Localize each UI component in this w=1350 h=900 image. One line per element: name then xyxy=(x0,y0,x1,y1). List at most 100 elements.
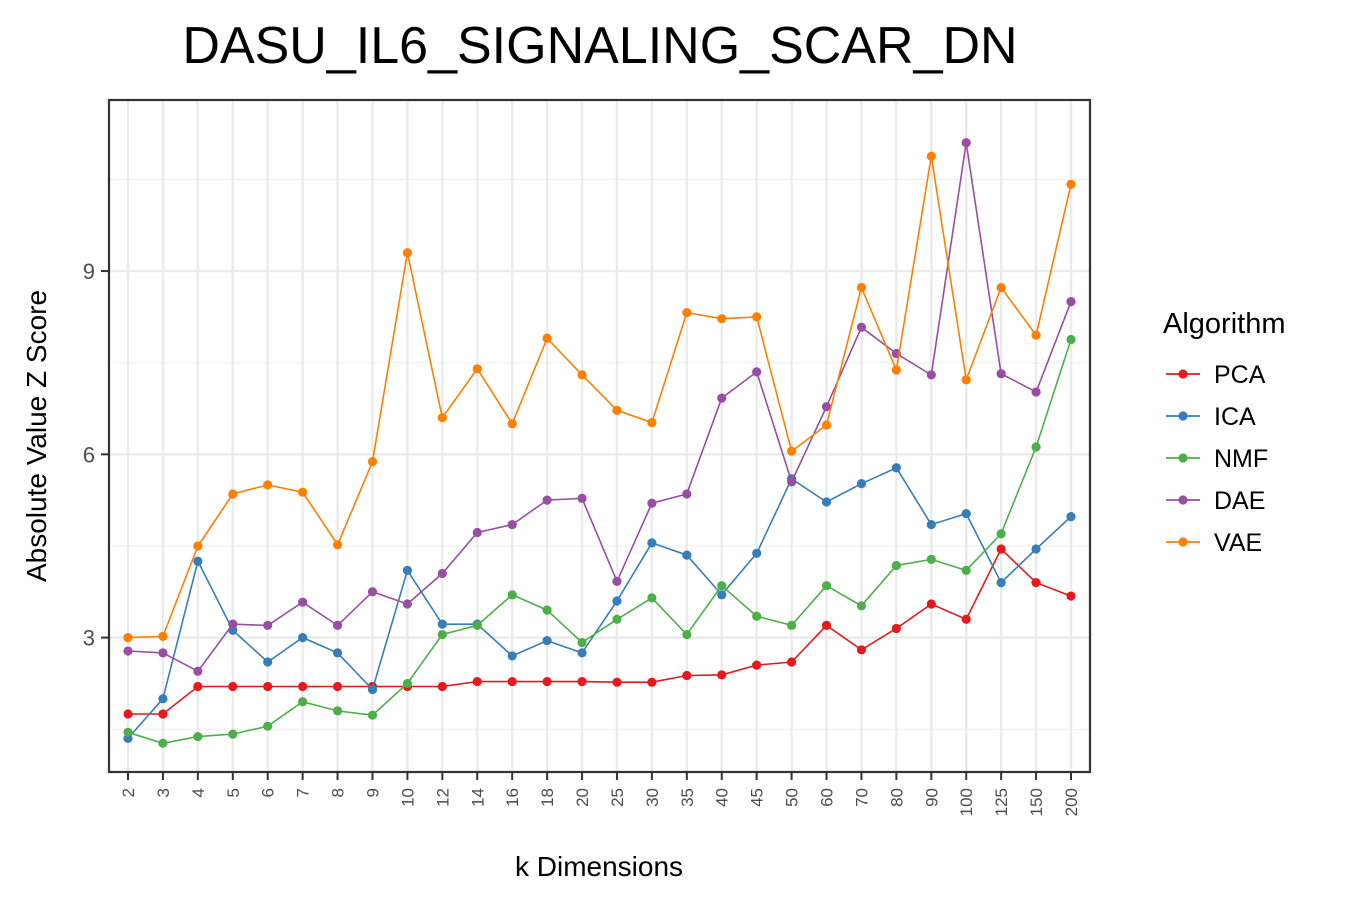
data-point-pca xyxy=(123,709,133,719)
data-point-dae xyxy=(612,576,622,586)
data-point-vae xyxy=(891,365,901,375)
data-point-nmf xyxy=(612,614,622,624)
data-point-pca xyxy=(298,681,308,692)
data-point-dae xyxy=(507,519,517,530)
data-point-nmf xyxy=(647,593,657,603)
data-point-vae xyxy=(647,417,657,428)
data-point-vae xyxy=(507,419,517,429)
data-point-ica xyxy=(926,519,936,530)
data-point-ica xyxy=(193,556,203,566)
legend-label: DAE xyxy=(1214,487,1265,515)
data-point-dae xyxy=(647,498,657,508)
data-point-dae xyxy=(856,322,867,332)
data-point-vae xyxy=(298,487,308,497)
data-point-dae xyxy=(472,527,482,538)
data-point-dae xyxy=(717,393,727,403)
data-point-ica xyxy=(996,578,1006,588)
legend-key-point xyxy=(1178,453,1188,463)
data-point-vae xyxy=(996,282,1006,293)
data-point-vae xyxy=(123,633,133,643)
data-point-vae xyxy=(752,312,762,322)
data-point-vae xyxy=(437,413,447,423)
x-tick-label: 90 xyxy=(922,788,941,807)
series-lines xyxy=(123,138,1076,748)
data-point-dae xyxy=(193,666,203,676)
x-tick-label: 80 xyxy=(887,788,906,807)
data-point-dae xyxy=(402,599,413,609)
data-point-dae xyxy=(926,370,936,380)
data-point-nmf xyxy=(786,620,797,630)
data-point-nmf xyxy=(228,729,238,739)
x-tick-label: 45 xyxy=(748,788,767,807)
data-point-ica xyxy=(332,648,343,658)
chart-title: DASU_IL6_SIGNALING_SCAR_DN xyxy=(182,17,1017,75)
data-point-ica xyxy=(821,497,832,507)
x-tick-label: 10 xyxy=(398,788,417,807)
grid xyxy=(109,100,1090,772)
series-line-ica xyxy=(127,466,1072,739)
data-point-vae xyxy=(786,446,797,456)
data-point-nmf xyxy=(263,721,273,731)
data-point-nmf xyxy=(402,678,413,689)
data-point-vae xyxy=(682,307,692,318)
data-point-pca xyxy=(577,676,587,687)
data-point-dae xyxy=(786,477,797,487)
data-point-nmf xyxy=(682,629,692,640)
data-point-nmf xyxy=(1066,334,1076,345)
data-point-vae xyxy=(158,631,168,641)
data-point-pca xyxy=(437,681,447,692)
x-tick-label: 25 xyxy=(608,788,627,807)
x-tick-label: 35 xyxy=(678,788,697,807)
data-point-pca xyxy=(961,614,971,624)
series-line-nmf xyxy=(127,339,1072,745)
data-point-vae xyxy=(1031,330,1041,340)
panel-border xyxy=(107,98,1092,774)
x-tick-label: 18 xyxy=(538,788,557,807)
data-point-ica xyxy=(158,694,168,704)
data-point-nmf xyxy=(961,565,971,576)
x-tick-label: 7 xyxy=(294,788,313,797)
x-tick-label: 5 xyxy=(224,788,243,797)
x-tick-label: 4 xyxy=(189,788,208,797)
data-point-vae xyxy=(577,370,587,380)
data-point-pca xyxy=(472,676,482,687)
legend-key-point xyxy=(1178,537,1188,547)
data-point-dae xyxy=(682,489,692,499)
x-tick-label: 40 xyxy=(713,788,732,807)
series-line-pca xyxy=(128,547,1072,715)
data-point-nmf xyxy=(193,731,203,742)
data-point-dae xyxy=(332,620,343,630)
data-point-nmf xyxy=(123,727,133,737)
y-axis-title: Absolute Value Z Score xyxy=(21,290,52,582)
data-point-pca xyxy=(193,681,203,692)
data-point-nmf xyxy=(158,738,168,748)
x-tick-label: 150 xyxy=(1027,788,1046,816)
data-point-ica xyxy=(752,548,762,558)
data-point-nmf xyxy=(752,611,762,621)
data-point-nmf xyxy=(821,581,832,591)
x-tick-label: 8 xyxy=(329,788,348,797)
data-point-nmf xyxy=(996,529,1006,539)
data-point-nmf xyxy=(926,554,936,565)
data-point-pca xyxy=(542,676,552,687)
legend-label: PCA xyxy=(1214,361,1266,389)
data-point-ica xyxy=(682,550,692,560)
data-point-ica xyxy=(891,463,901,473)
x-tick-label: 200 xyxy=(1062,788,1081,816)
x-tick-label: 100 xyxy=(957,788,976,816)
x-axis-title: k Dimensions xyxy=(515,851,683,882)
data-point-vae xyxy=(926,151,936,161)
data-point-ica xyxy=(542,636,552,646)
series-line-dae xyxy=(127,142,1072,673)
data-point-vae xyxy=(821,420,832,430)
data-point-dae xyxy=(228,619,238,629)
legend-key-point xyxy=(1178,411,1188,421)
data-point-ica xyxy=(1066,512,1076,522)
data-point-vae xyxy=(612,405,622,415)
legend-item-vae: VAE xyxy=(1166,529,1262,557)
data-point-pca xyxy=(717,670,727,680)
series-ica xyxy=(123,463,1076,744)
legend-item-ica: ICA xyxy=(1166,403,1256,431)
data-point-nmf xyxy=(856,601,867,611)
